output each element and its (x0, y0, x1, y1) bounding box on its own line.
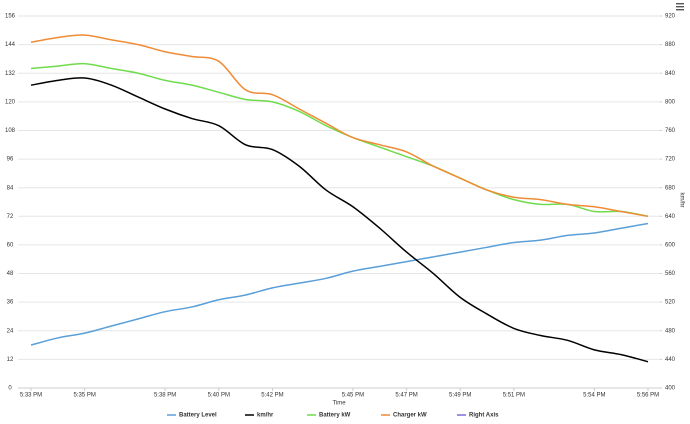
y2-tick-label: 480 (665, 328, 676, 334)
y2-tick-label: 800 (665, 99, 676, 105)
legend-label: Battery kW (319, 413, 351, 419)
menu-icon[interactable] (676, 3, 684, 11)
x-tick-label: 5:35 PM (73, 393, 95, 399)
y-tick-label: 48 (7, 271, 14, 277)
y-tick-label: 72 (7, 214, 14, 220)
y2-tick-label: 680 (665, 185, 676, 191)
y2-tick-label: 720 (665, 157, 676, 163)
series-line (30, 77, 649, 363)
y-tick-label: 132 (5, 71, 16, 77)
series-line (30, 34, 649, 218)
y2-tick-label: 440 (665, 357, 676, 363)
x-tick-label: 5:56 PM (637, 393, 659, 399)
y-tick-label: 36 (7, 300, 14, 306)
y2-tick-label: 880 (665, 42, 676, 48)
y2-tick-label: 560 (665, 271, 676, 277)
y-tick-label: 84 (7, 185, 14, 191)
legend-label: km/hr (257, 413, 274, 419)
y2-tick-label: 920 (665, 14, 676, 20)
x-axis-label: Time (332, 401, 346, 407)
series-line (30, 62, 649, 218)
y-tick-label: 120 (5, 99, 16, 105)
y2-tick-label: 600 (665, 243, 676, 249)
x-tick-label: 5:51 PM (503, 393, 525, 399)
y-tick-label: 156 (5, 14, 16, 20)
y2-tick-label: 640 (665, 214, 676, 220)
x-tick-label: 5:42 PM (261, 393, 283, 399)
y-tick-label: 24 (7, 328, 14, 334)
y2-axis-label: km/hr (678, 193, 684, 208)
y-tick-label: 12 (7, 357, 14, 363)
y-tick-label: 144 (5, 42, 16, 48)
y2-tick-label: 760 (665, 128, 676, 134)
x-tick-label: 5:49 PM (449, 393, 471, 399)
x-tick-label: 5:47 PM (395, 393, 417, 399)
series-line (30, 222, 649, 346)
y2-tick-label: 520 (665, 300, 676, 306)
x-tick-label: 5:45 PM (342, 393, 364, 399)
legend-label: Charger kW (393, 413, 427, 419)
y-tick-label: 108 (5, 128, 16, 134)
x-tick-label: 5:40 PM (208, 393, 230, 399)
legend-label: Right Axis (469, 413, 499, 419)
y-tick-label: 60 (7, 243, 14, 249)
x-tick-label: 5:33 PM (20, 393, 42, 399)
y-tick-label: 96 (7, 157, 14, 163)
y2-tick-label: 840 (665, 71, 676, 77)
x-tick-label: 5:38 PM (154, 393, 176, 399)
x-tick-label: 5:54 PM (583, 393, 605, 399)
legend-label: Battery Level (179, 413, 217, 419)
y-tick-label: 0 (8, 386, 12, 392)
y2-tick-label: 400 (665, 386, 676, 392)
